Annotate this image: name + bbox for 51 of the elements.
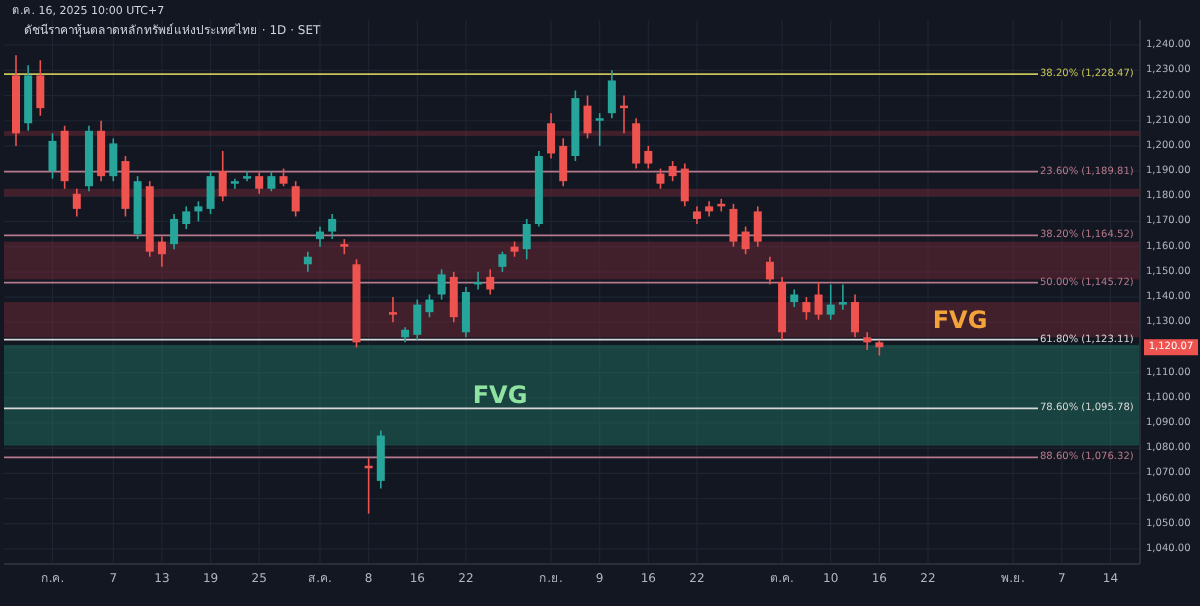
candlestick: [206, 170, 215, 215]
candlestick: [826, 283, 835, 321]
candlestick: [157, 235, 166, 268]
candlestick: [498, 250, 507, 273]
candlestick: [802, 296, 811, 321]
candlestick: [863, 331, 872, 351]
candlestick: [814, 281, 823, 321]
candlestick: [24, 64, 33, 132]
candlestick: [303, 250, 312, 273]
candlestick: [595, 112, 604, 147]
candlestick: [388, 296, 397, 324]
candlestick: [838, 283, 847, 311]
candlestick: [170, 213, 179, 250]
candlestick: [680, 162, 689, 208]
candlestick: [267, 170, 276, 193]
candlestick: [437, 268, 446, 301]
band-label: FVG: [472, 381, 528, 410]
candlestick: [851, 293, 860, 339]
candlestick: [182, 205, 191, 230]
candlestick: [607, 69, 616, 120]
candlestick: [522, 218, 531, 261]
band-label: FVG: [932, 305, 988, 334]
candlestick: [486, 268, 495, 296]
candlestick: [72, 187, 81, 218]
candlestick: [559, 137, 568, 188]
candlestick: [328, 213, 337, 240]
candlestick: [632, 117, 641, 170]
candlestick: [36, 59, 45, 117]
candlestick: [741, 225, 750, 256]
candlestick: [547, 112, 556, 160]
candlestick: [765, 255, 774, 286]
candlestick: [668, 160, 677, 182]
candlestick: [583, 94, 592, 140]
candlestick: [218, 150, 227, 203]
candlestick: [291, 180, 300, 218]
candlestick: [121, 155, 130, 218]
candlestick: [644, 145, 653, 170]
candlestick: [316, 225, 324, 248]
candlestick: [48, 132, 57, 180]
candlestick: [461, 286, 470, 339]
candlestick: [109, 137, 118, 182]
candlestick: [449, 271, 458, 324]
candlestick: [194, 200, 203, 223]
candlestick: [425, 293, 434, 318]
candlestick: [97, 119, 106, 182]
candlestick: [255, 170, 264, 195]
candlestick: [753, 205, 762, 248]
candlestick: [376, 429, 385, 490]
candlestick: [656, 167, 665, 190]
candlestick: [413, 298, 422, 341]
candlestick: [729, 203, 738, 248]
